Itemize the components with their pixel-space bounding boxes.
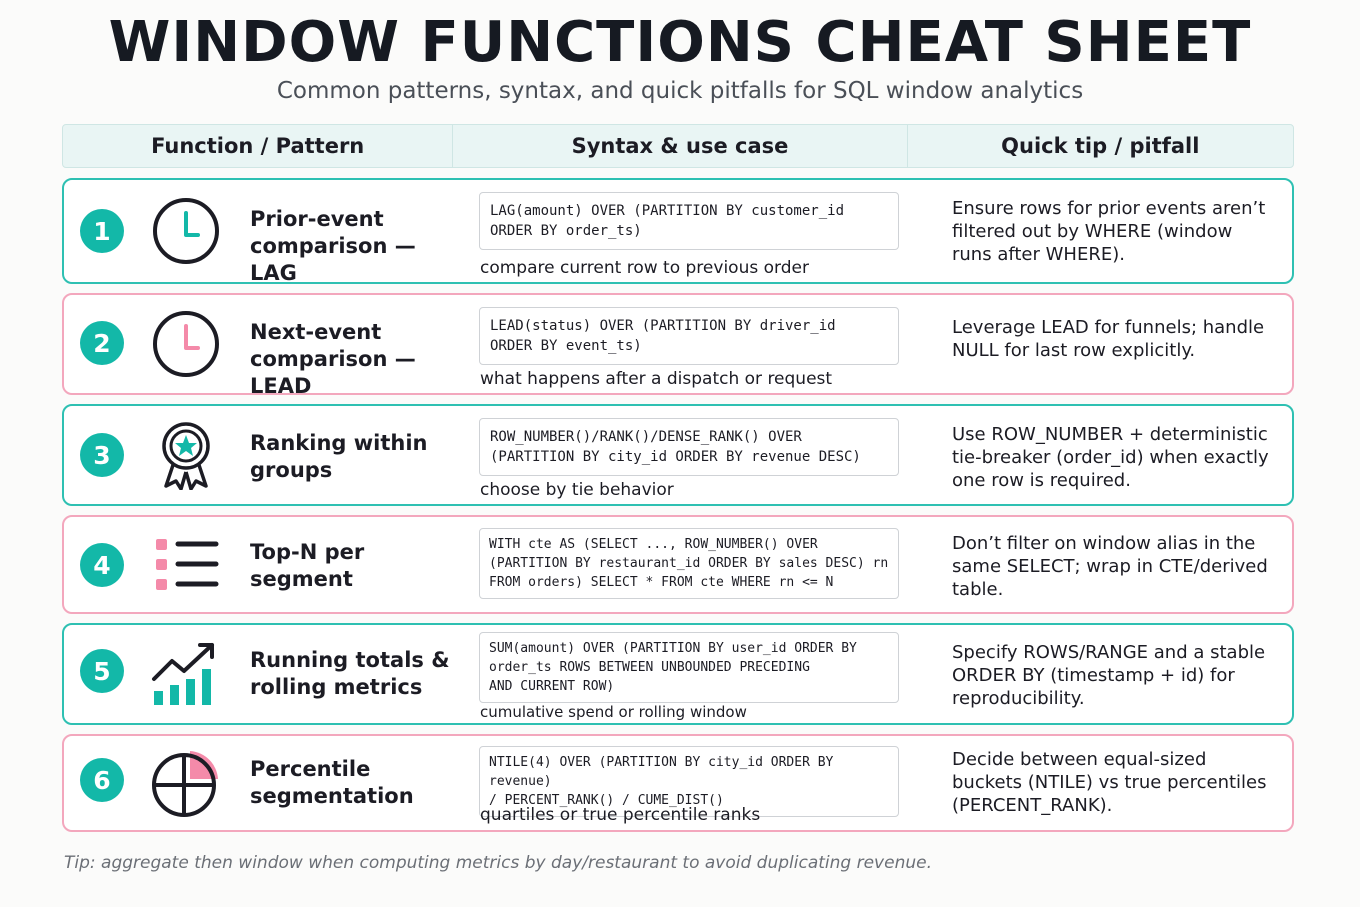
column-header-function: Function / Pattern [63, 125, 454, 167]
table-row: 3 Ranking within groups ROW_NUMBER()/RAN… [62, 404, 1294, 506]
clock-icon [153, 311, 219, 377]
column-header-tip: Quick tip / pitfall [1001, 134, 1200, 158]
quick-tip: Decide between equal-sized buckets (NTIL… [952, 749, 1267, 816]
use-case: choose by tie behavior [480, 480, 674, 500]
use-case: compare current row to previous order [480, 258, 809, 278]
table-row: 4 Top-N per segment WITH cte AS (SELECT … [62, 515, 1294, 614]
trend-chart-icon [152, 643, 214, 705]
page-title: WINDOW FUNCTIONS CHEAT SHEET [108, 10, 1252, 75]
pie-chart-icon [152, 751, 218, 817]
row-number-badge: 4 [80, 543, 124, 587]
table-row: 2 Next-event comparison — LEAD LEAD(stat… [62, 293, 1294, 398]
row-number-badge: 1 [80, 209, 124, 253]
page-subtitle: Common patterns, syntax, and quick pitfa… [276, 78, 1084, 104]
syntax-code: NTILE(4) OVER (PARTITION BY city_id ORDE… [479, 746, 899, 817]
quick-tip: Ensure rows for prior events aren’t filt… [952, 198, 1266, 265]
function-name: Top-N per segment [250, 540, 365, 591]
syntax-code: LEAD(status) OVER (PARTITION BY driver_i… [479, 307, 899, 365]
syntax-code: WITH cte AS (SELECT ..., ROW_NUMBER() OV… [479, 528, 899, 599]
column-header-syntax: Syntax & use case [453, 125, 908, 167]
function-name: Percentile segmentation [250, 757, 414, 808]
quick-tip: Leverage LEAD for funnels; handle NULL f… [952, 317, 1265, 361]
function-name: Running totals & rolling metrics [250, 648, 450, 699]
syntax-code: LAG(amount) OVER (PARTITION BY customer_… [479, 192, 899, 250]
use-case: what happens after a dispatch or request [480, 369, 833, 389]
quick-tip: Specify ROWS/RANGE and a stable ORDER BY… [952, 642, 1266, 709]
use-case: quartiles or true percentile ranks [480, 805, 761, 825]
table-header: Function / Pattern Syntax & use case Qui… [62, 124, 1294, 168]
syntax-code: SUM(amount) OVER (PARTITION BY user_id O… [479, 632, 899, 703]
function-name: Prior-event comparison — LAG [250, 207, 416, 285]
list-icon [156, 539, 219, 590]
function-name: Next-event comparison — LEAD [250, 320, 416, 398]
table-row: 6 Percentile segmentation NTILE(4) OVER … [62, 734, 1294, 832]
table-row: 1 Prior-event comparison — LAG LAG(amoun… [62, 178, 1294, 285]
row-number-badge: 5 [80, 649, 124, 693]
quick-tip: Don’t filter on window alias in the same… [952, 533, 1268, 600]
row-number-badge: 6 [80, 758, 124, 802]
function-name: Ranking within groups [250, 431, 428, 482]
footer-tip: Tip: aggregate then window when computin… [64, 853, 932, 873]
quick-tip: Use ROW_NUMBER + deterministic tie-break… [952, 424, 1269, 491]
table-row: 5 Running totals & rolling metrics SUM(a… [62, 623, 1294, 725]
award-ribbon-icon [162, 422, 210, 490]
use-case: cumulative spend or rolling window [480, 703, 747, 721]
row-number-badge: 2 [80, 321, 124, 365]
row-number-badge: 3 [80, 433, 124, 477]
syntax-code: ROW_NUMBER()/RANK()/DENSE_RANK() OVER (P… [479, 418, 899, 476]
clock-icon [153, 198, 219, 264]
